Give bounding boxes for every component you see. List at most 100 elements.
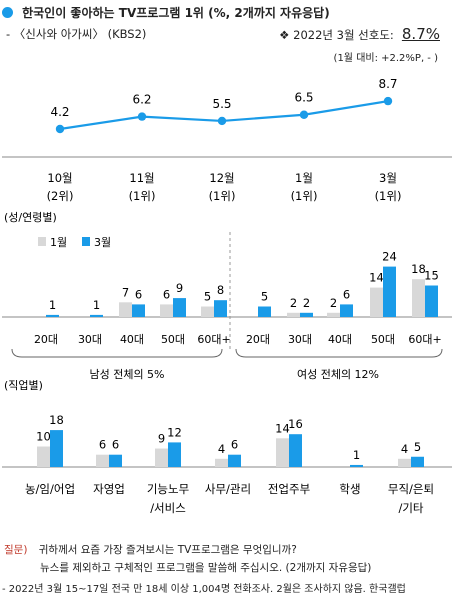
bar-mar-5 (289, 434, 302, 467)
female-group-label: 여성 전체의 12% (297, 368, 379, 381)
category-label-6: 학생 (339, 482, 360, 496)
data-point-1 (55, 124, 65, 134)
bar-mar-4 (173, 298, 186, 317)
bar-mar-6 (350, 464, 363, 467)
legend-label-mar: 3월 (94, 236, 111, 249)
month-label-2: 11월 (129, 171, 154, 185)
value-label-mar-4: 9 (176, 281, 183, 295)
category-label-8: 40대 (328, 333, 352, 346)
category-label-1: 20대 (34, 333, 58, 346)
title-bullet-icon (2, 7, 13, 18)
value-label-mar-8: 6 (343, 287, 350, 301)
value-label-jan-3: 7 (122, 285, 129, 299)
bar-mar-1 (50, 430, 63, 467)
value-label-jan-1: 10 (36, 430, 51, 444)
value-label-mar-6: 1 (353, 448, 360, 462)
legend-swatch-mar (82, 237, 90, 246)
value-label-mar-1: 18 (49, 413, 64, 427)
bar-jan-3 (155, 448, 168, 467)
month-label-3: 12월 (209, 171, 234, 185)
preference-label: ❖ 2022년 3월 선호도: (279, 28, 394, 42)
bar-jan-3 (119, 302, 132, 317)
legend-label-jan: 1월 (50, 236, 67, 249)
value-label-jan-7: 4 (401, 442, 408, 456)
bar-mar-7 (411, 456, 424, 467)
value-label-jan-7: 2 (290, 296, 297, 310)
value-label-mar-5: 16 (288, 417, 303, 431)
male-group-bracket (11, 348, 223, 358)
value-label-mar-5: 8 (217, 283, 224, 297)
value-label-mar-1: 1 (49, 298, 56, 312)
bar-jan-7 (398, 458, 411, 467)
bar-jan-10 (412, 279, 425, 317)
bar-jan-2 (96, 454, 109, 467)
bar-jan-7 (287, 312, 300, 317)
value-label-mar-6: 5 (261, 290, 268, 304)
value-label-mar-7: 2 (303, 296, 310, 310)
bar-mar-2 (90, 314, 103, 317)
value-label-jan-4: 6 (163, 287, 170, 301)
category-label-3-line-2: /서비스 (150, 501, 186, 515)
bar-jan-5 (201, 306, 214, 317)
bar-mar-8 (340, 304, 353, 317)
bar-jan-8 (327, 312, 340, 317)
bar-mar-9 (383, 266, 396, 317)
bar-jan-9 (370, 287, 383, 317)
category-label-4: 사무/관리 (205, 482, 251, 496)
bar-jan-4 (160, 304, 173, 317)
bar-mar-3 (168, 442, 181, 467)
data-point-2 (137, 112, 147, 121)
value-label-jan-5: 14 (275, 421, 290, 435)
male-group-label: 남성 전체의 5% (89, 368, 164, 381)
value-label-4: 6.5 (294, 91, 313, 105)
source-note: - 2022년 3월 15~17일 전국 만 18세 이상 1,004명 전화조… (2, 584, 406, 595)
female-group-bracket (235, 348, 443, 358)
bar-jan-4 (215, 458, 228, 467)
category-label-5: 60대+ (197, 333, 230, 346)
month-label-4: 1월 (295, 171, 313, 185)
rank-label-1: (2위) (47, 189, 74, 203)
bar-jan-5 (276, 438, 289, 467)
value-label-jan-5: 5 (204, 290, 211, 304)
category-label-7: 30대 (288, 333, 312, 346)
male-group-label-bg (72, 366, 182, 381)
bar-mar-2 (109, 454, 122, 467)
bar-mar-5 (214, 300, 227, 317)
value-label-3: 5.5 (212, 97, 231, 111)
preference-row: ❖ 2022년 3월 선호도: 8.7% (279, 24, 440, 43)
title-row: 한국인이 좋아하는 TV프로그램 1위 (%, 2개까지 자유응답) (2, 2, 330, 21)
section-label: (직업별) (4, 380, 43, 392)
value-label-mar-7: 5 (414, 440, 421, 454)
category-label-9: 50대 (371, 333, 395, 346)
bar-mar-6 (258, 306, 271, 317)
value-label-jan-4: 4 (218, 442, 225, 456)
value-label-5: 8.7 (378, 77, 397, 91)
value-label-mar-10: 15 (424, 269, 439, 283)
bar-mar-3 (132, 304, 145, 317)
program-subtitle: - 〈신사와 아가씨〉 (KBS2) (6, 27, 147, 41)
bar-mar-7 (300, 312, 313, 317)
data-point-5 (383, 96, 393, 106)
page-title: 한국인이 좋아하는 TV프로그램 1위 (%, 2개까지 자유응답) (22, 6, 330, 20)
category-label-7-line-2: /기타 (398, 501, 423, 515)
category-label-1: 농/임/어업 (25, 482, 75, 496)
value-label-2: 6.2 (132, 93, 151, 107)
female-group-label-bg (278, 366, 398, 381)
trend-line-chart: 4.2 10월 (2위) 6.2 11월 (1위) 5.5 12월 (1위) 6.5 1월 (1위) 8… (2, 77, 452, 203)
category-label-6: 20대 (246, 333, 270, 346)
rank-label-2: (1위) (129, 189, 156, 203)
value-label-mar-9: 24 (382, 250, 397, 264)
value-label-jan-3: 9 (158, 432, 165, 446)
data-point-4 (299, 110, 309, 119)
category-label-10: 60대+ (408, 333, 441, 346)
value-label-jan-2: 6 (99, 438, 106, 452)
rank-label-3: (1위) (209, 189, 236, 203)
category-label-5: 전업주부 (268, 482, 310, 496)
change-note: (1월 대비: +2.2%P, - ) (333, 53, 438, 64)
category-label-3: 40대 (120, 333, 144, 346)
rank-label-5: (1위) (375, 189, 402, 203)
legend-swatch-jan (38, 237, 46, 246)
value-label-mar-4: 6 (231, 438, 238, 452)
